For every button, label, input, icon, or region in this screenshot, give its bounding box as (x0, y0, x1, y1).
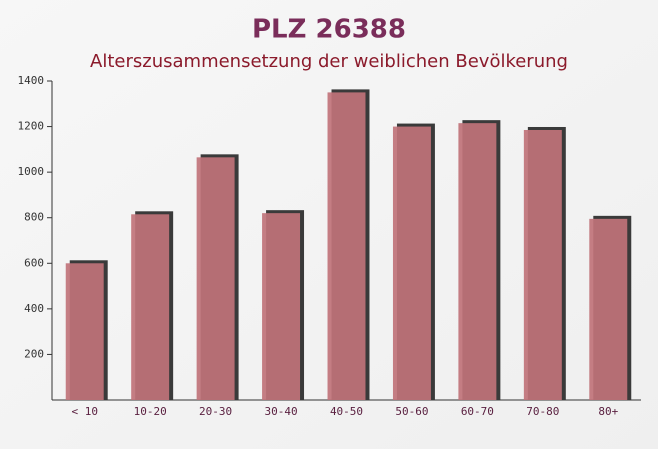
y-tick-label: 1200 (18, 120, 45, 133)
x-tick-label: 40-50 (330, 405, 363, 418)
y-tick-label: 600 (24, 256, 44, 269)
x-tick-label: 30-40 (264, 405, 297, 418)
bar (131, 214, 170, 400)
bar (65, 263, 104, 400)
bar (327, 92, 366, 401)
bar (262, 213, 301, 400)
y-tick-label: 1400 (18, 74, 45, 87)
x-tick-label: < 10 (71, 405, 98, 418)
x-tick-label: 60-70 (461, 405, 494, 418)
x-tick-label: 20-30 (199, 405, 232, 418)
chart-title: PLZ 26388 (252, 15, 406, 45)
bar (589, 218, 628, 400)
bar (196, 157, 235, 400)
y-tick-label: 800 (24, 211, 44, 224)
x-tick-label: 50-60 (395, 405, 428, 418)
y-tick-label: 1000 (18, 165, 45, 178)
y-tick-label: 200 (24, 347, 44, 360)
bar (458, 123, 497, 401)
x-tick-label: 80+ (598, 405, 618, 418)
bar (392, 126, 431, 401)
bar (523, 129, 562, 400)
x-tick-label: 70-80 (526, 405, 559, 418)
x-tick-label: 10-20 (134, 405, 167, 418)
chart-subtitle: Alterszusammensetzung der weiblichen Bev… (90, 51, 568, 72)
y-tick-label: 400 (24, 302, 44, 315)
